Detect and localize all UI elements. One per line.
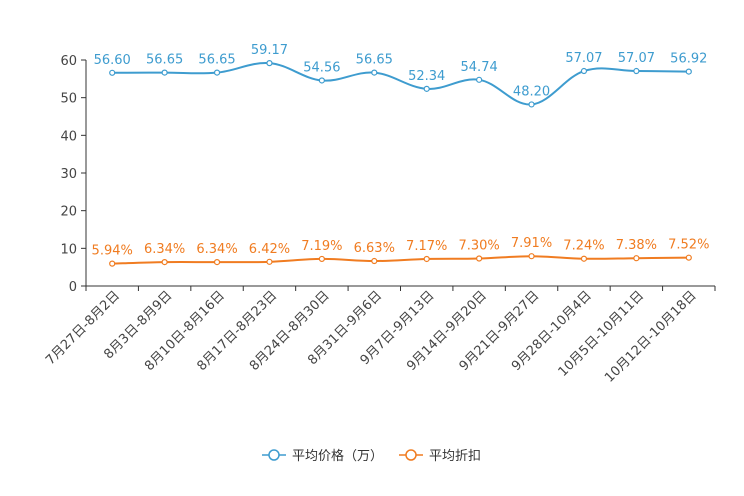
series-line xyxy=(112,62,689,106)
data-label: 7.91% xyxy=(511,236,552,251)
data-point xyxy=(109,260,116,267)
series-1: 56.60 56.65 56.65 59.17 54.56 56.65 52.34 54.74… xyxy=(94,43,707,108)
data-point xyxy=(528,253,535,260)
data-point xyxy=(633,67,640,75)
legend-marker-icon xyxy=(405,449,417,461)
data-point xyxy=(161,69,168,76)
data-label: 54.74 xyxy=(461,60,498,75)
data-point xyxy=(318,255,325,263)
data-point xyxy=(423,255,430,263)
y-tick-label: 0 xyxy=(69,280,77,295)
data-point xyxy=(371,257,378,265)
data-point xyxy=(109,69,116,76)
data-label: 6.34% xyxy=(144,242,185,257)
data-point xyxy=(213,259,221,266)
data-point xyxy=(580,255,588,262)
data-label: 56.92 xyxy=(670,52,707,67)
series-line xyxy=(112,255,689,265)
data-label: 56.60 xyxy=(94,53,131,68)
data-label: 7.24% xyxy=(563,239,604,254)
data-point xyxy=(266,258,273,265)
x-tick-label: 10月12日-10月18日 xyxy=(602,288,699,385)
data-label: 56.65 xyxy=(198,53,235,68)
data-point xyxy=(423,85,430,92)
y-tick-label: 60 xyxy=(60,54,77,69)
legend-label: 平均价格（万） xyxy=(292,448,383,464)
data-label: 5.94% xyxy=(92,244,133,259)
data-point xyxy=(476,76,483,83)
y-tick-label: 30 xyxy=(60,167,77,182)
data-label: 52.34 xyxy=(408,69,445,84)
y-tick-label: 50 xyxy=(60,92,77,107)
data-label: 56.65 xyxy=(146,53,183,68)
axes: 01020304050607月27日-8月2日8月3日-8月9日8月10日-8月… xyxy=(43,54,716,386)
y-tick-label: 10 xyxy=(60,242,77,257)
legend[interactable]: 平均价格（万） 平均折扣 xyxy=(262,448,481,464)
data-label: 48.20 xyxy=(513,84,550,99)
data-point xyxy=(318,77,325,84)
data-label: 7.38% xyxy=(616,238,657,253)
data-label: 7.30% xyxy=(458,239,499,254)
data-point xyxy=(266,60,273,67)
data-point xyxy=(685,254,692,261)
data-label: 7.52% xyxy=(668,238,709,253)
data-label: 7.19% xyxy=(301,239,342,254)
data-point xyxy=(528,101,535,108)
data-label: 56.65 xyxy=(356,53,393,68)
series-layer: 56.60 56.65 56.65 59.17 54.56 56.65 52.34 54.74… xyxy=(92,43,709,267)
data-label: 57.07 xyxy=(565,51,602,66)
data-point xyxy=(685,68,692,75)
data-label: 54.56 xyxy=(303,60,340,75)
data-point xyxy=(476,255,483,262)
data-point xyxy=(161,259,168,266)
data-label: 7.17% xyxy=(406,239,447,254)
legend-item-2[interactable]: 平均折扣 xyxy=(399,449,481,464)
data-label: 57.07 xyxy=(618,51,655,66)
data-label: 6.34% xyxy=(196,242,237,257)
data-point xyxy=(633,255,640,262)
legend-item-1[interactable]: 平均价格（万） xyxy=(262,448,383,464)
data-label: 59.17 xyxy=(251,43,288,58)
data-point xyxy=(580,67,588,75)
y-tick-label: 20 xyxy=(60,205,77,220)
data-label: 6.42% xyxy=(249,242,290,257)
legend-marker-icon xyxy=(268,449,280,461)
data-point xyxy=(213,69,221,76)
y-tick-label: 40 xyxy=(60,129,77,144)
legend-label: 平均折扣 xyxy=(429,449,481,464)
data-label: 6.63% xyxy=(354,241,395,256)
data-point xyxy=(371,69,378,76)
series-2: 5.94% 6.34% 6.34% 6.42% 7.19% 6.63% 7.17% 7.30%… xyxy=(92,236,709,267)
